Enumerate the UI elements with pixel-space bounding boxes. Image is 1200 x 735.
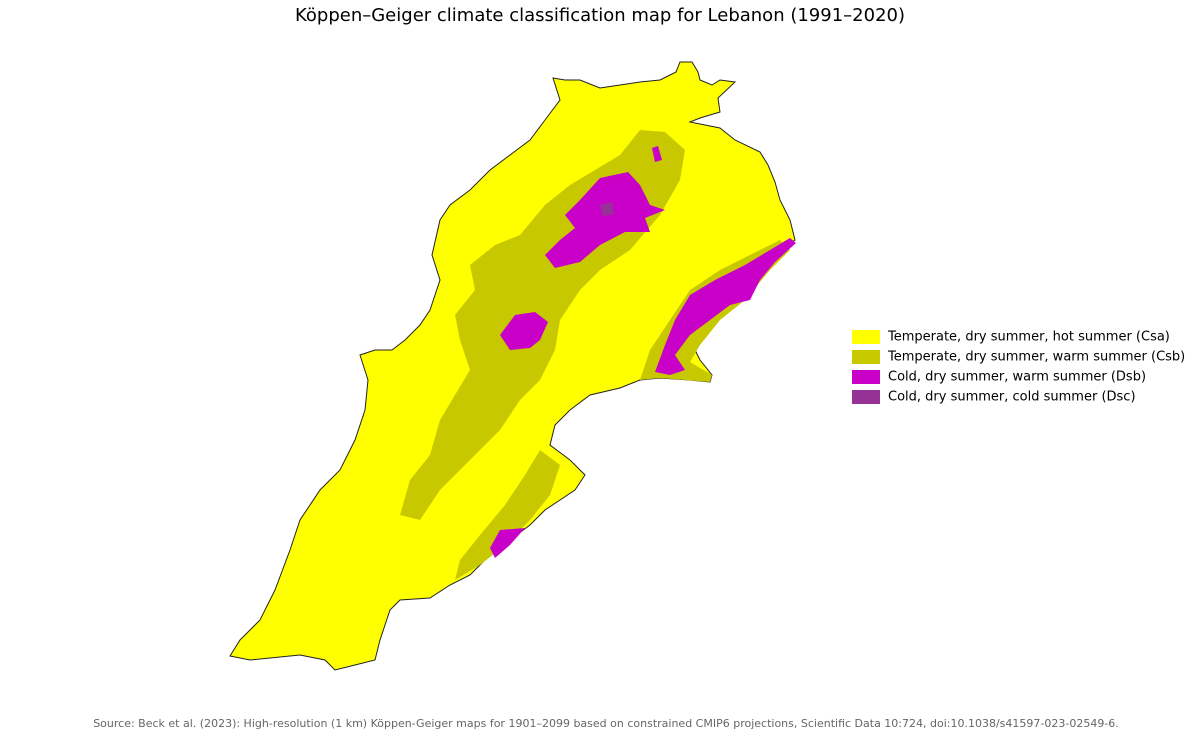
legend-swatch	[852, 370, 880, 384]
legend: Temperate, dry summer, hot summer (Csa) T…	[852, 330, 1185, 405]
source-note: Source: Beck et al. (2023): High-resolut…	[93, 717, 1119, 730]
region-csb	[455, 450, 560, 580]
region-dsb	[652, 146, 662, 162]
map	[229, 61, 796, 671]
region-dsc	[600, 202, 614, 216]
legend-swatch	[852, 330, 880, 344]
region-dsb	[655, 238, 796, 375]
region-dsb	[545, 172, 665, 268]
legend-label: Temperate, dry summer, hot summer (Csa)	[887, 330, 1170, 345]
legend-label: Cold, dry summer, cold summer (Dsc)	[888, 390, 1136, 405]
legend-swatch	[852, 350, 880, 364]
region-dsb	[490, 528, 525, 558]
region-dsb	[500, 312, 548, 350]
title: Köppen–Geiger climate classification map…	[295, 5, 905, 26]
legend-label: Temperate, dry summer, warm summer (Csb)	[887, 350, 1185, 365]
legend-swatch	[852, 390, 880, 404]
legend-label: Cold, dry summer, warm summer (Dsb)	[888, 370, 1146, 385]
